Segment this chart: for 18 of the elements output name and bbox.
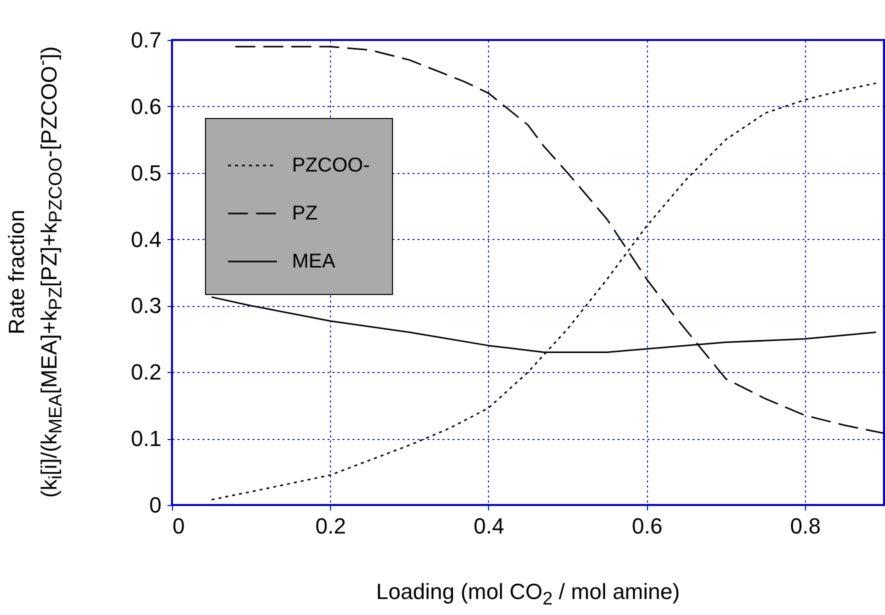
y-tick-label: 0.6 bbox=[130, 94, 162, 119]
legend-label: PZCOO- bbox=[292, 154, 370, 176]
x-tick-label: 0.8 bbox=[790, 514, 821, 538]
y-tick-label: 0.5 bbox=[130, 160, 162, 186]
legend-label: MEA bbox=[292, 250, 336, 272]
y-tick-label: 0.3 bbox=[130, 293, 162, 318]
x-tick-label: 0.4 bbox=[474, 514, 504, 538]
x-tick-label: 0.2 bbox=[315, 514, 346, 538]
x-tick-label: 0.6 bbox=[632, 514, 662, 538]
y-tick-label: 0.2 bbox=[130, 360, 162, 385]
y-tick-label: 0.7 bbox=[130, 28, 162, 52]
y-tick-label: 0 bbox=[149, 492, 162, 518]
legend-label: PZ bbox=[292, 202, 318, 224]
y-tick-label: 0.1 bbox=[130, 426, 162, 452]
x-tick-label: 0 bbox=[172, 514, 185, 538]
line-series bbox=[210, 82, 877, 500]
y-tick-label: 0.4 bbox=[130, 226, 162, 252]
x-axis-title: Loading (mol CO$_{2}$ / mol amine) bbox=[375, 578, 681, 610]
